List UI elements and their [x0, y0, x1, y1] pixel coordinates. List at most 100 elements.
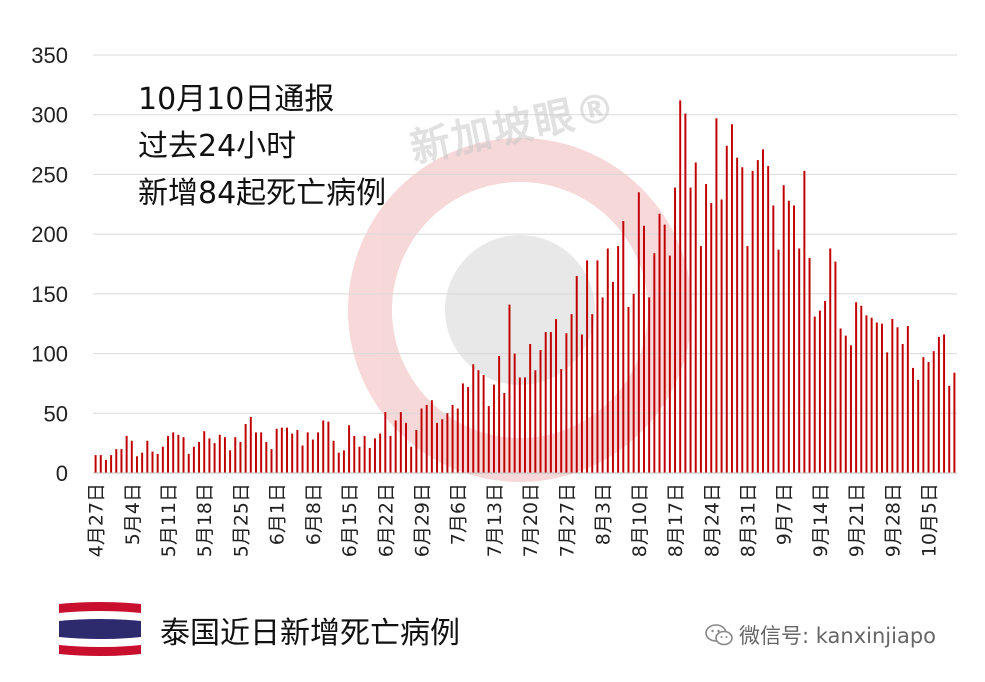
- bar: [234, 437, 237, 473]
- bar: [839, 328, 842, 473]
- y-axis-ticks: 0 50 100 150 200 250 300 350: [31, 43, 68, 486]
- bar: [824, 301, 827, 473]
- bar: [270, 449, 273, 473]
- bar: [451, 404, 454, 473]
- bar: [337, 452, 340, 473]
- bar: [875, 322, 878, 473]
- bar: [674, 187, 677, 473]
- bar: [208, 438, 211, 473]
- bar: [358, 446, 361, 473]
- bar: [280, 427, 283, 473]
- bar: [932, 351, 935, 473]
- bar: [161, 446, 164, 473]
- bar: [787, 200, 790, 473]
- bar: [363, 435, 366, 473]
- footer: 泰国近日新增死亡病例 微信号: kanxinjiapo: [0, 590, 985, 682]
- bar: [446, 413, 449, 473]
- bar: [705, 183, 708, 474]
- bar: [322, 420, 325, 473]
- x-tick-label: 7月6日: [448, 483, 470, 545]
- bar: [503, 392, 506, 473]
- bar: [218, 434, 221, 473]
- x-tick-label: 8月24日: [701, 483, 723, 557]
- bar: [415, 430, 418, 473]
- x-tick-label: 9月21日: [846, 483, 868, 557]
- bar: [265, 441, 268, 473]
- x-tick-label: 6月29日: [412, 483, 434, 557]
- bar: [311, 439, 314, 473]
- x-tick-label: 7月27日: [556, 483, 578, 557]
- bar: [948, 385, 951, 473]
- y-tick-label: 300: [31, 103, 68, 128]
- bar: [192, 446, 195, 473]
- thailand-flag-icon: [59, 602, 141, 656]
- bar: [254, 432, 257, 473]
- bar: [389, 435, 392, 473]
- bar: [405, 422, 407, 473]
- annotation-line-2: 过去24小时: [138, 129, 297, 164]
- bar: [182, 437, 185, 473]
- bar: [130, 440, 133, 473]
- bar: [110, 455, 113, 473]
- bar: [544, 332, 547, 473]
- bar: [860, 305, 863, 473]
- bar: [922, 357, 925, 473]
- bar: [689, 187, 692, 473]
- bar: [855, 302, 858, 473]
- bar: [818, 310, 821, 473]
- bar: [539, 349, 542, 473]
- legend-label: 泰国近日新增死亡病例: [160, 616, 460, 651]
- bar: [943, 334, 946, 473]
- y-tick-label: 200: [31, 222, 68, 247]
- x-tick-label: 5月11日: [158, 483, 180, 557]
- bar: [937, 336, 940, 473]
- bar: [601, 297, 604, 473]
- bar-chart: 0 50 100 150 200 250 300 350 4月27日 5月4日 5月11日 5月18…: [31, 43, 957, 557]
- bar: [384, 412, 387, 473]
- bar: [699, 246, 702, 473]
- bar: [275, 428, 278, 473]
- bar: [622, 221, 625, 473]
- bar: [580, 334, 583, 473]
- bar: [125, 435, 128, 473]
- bar: [239, 441, 242, 473]
- x-tick-label: 8月10日: [629, 483, 651, 557]
- bar: [663, 224, 666, 473]
- bar: [487, 406, 490, 473]
- bar: [135, 456, 138, 473]
- bar: [291, 433, 294, 473]
- bar: [611, 281, 614, 473]
- bar: [596, 260, 599, 473]
- bar: [891, 318, 894, 473]
- bar: [229, 450, 232, 473]
- bar: [524, 377, 526, 473]
- bar: [793, 205, 796, 474]
- bar: [348, 425, 351, 473]
- bar: [906, 326, 909, 473]
- bar: [518, 377, 521, 473]
- bar: [508, 304, 511, 473]
- bar: [306, 432, 309, 473]
- bar: [586, 260, 589, 473]
- bar: [353, 435, 356, 473]
- bars: [94, 100, 956, 474]
- bar: [472, 364, 475, 473]
- bar: [591, 314, 594, 473]
- bar: [627, 306, 630, 473]
- bar: [637, 192, 640, 474]
- bar: [658, 213, 661, 473]
- bar: [870, 317, 873, 473]
- bar: [286, 427, 288, 473]
- bar: [529, 344, 532, 473]
- bar: [120, 449, 123, 473]
- bar: [880, 323, 883, 473]
- bar: [342, 450, 345, 473]
- bar: [741, 167, 744, 473]
- wechat-icon: [705, 624, 733, 646]
- bar: [896, 327, 899, 473]
- annotation: 10月10日通报 过去24小时 新增84起死亡病例: [138, 76, 386, 217]
- bar: [834, 261, 837, 473]
- bar: [373, 438, 376, 473]
- annotation-line-3: 新增84起死亡病例: [138, 176, 387, 211]
- y-tick-label: 0: [56, 461, 68, 486]
